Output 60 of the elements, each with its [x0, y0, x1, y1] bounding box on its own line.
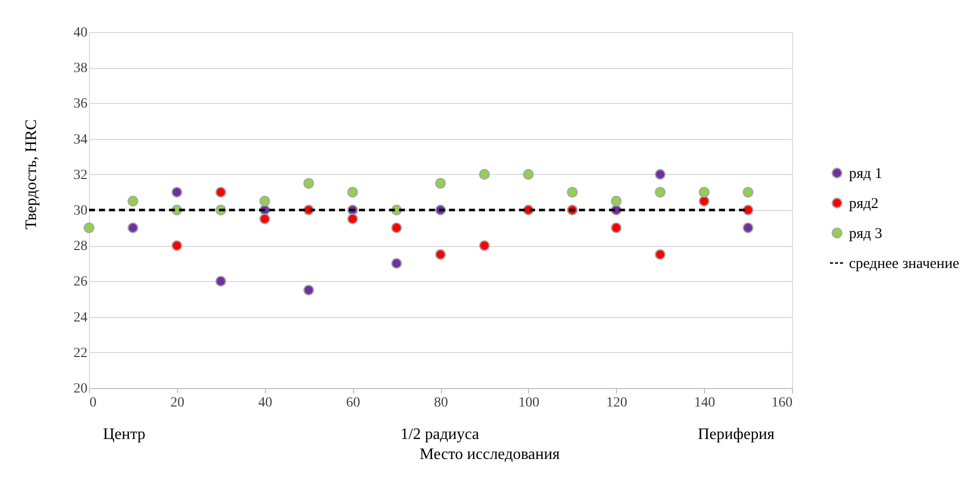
point	[215, 276, 226, 287]
y-tick-label: 28	[74, 239, 88, 254]
point	[215, 186, 226, 198]
x-tick-label: 100	[518, 396, 540, 410]
y-tick-label: 36	[74, 96, 88, 112]
point	[523, 169, 534, 180]
y-tick-label: 20	[74, 382, 88, 396]
text: Центр	[103, 426, 146, 443]
point	[654, 249, 666, 260]
x-tick-label: 20	[170, 396, 184, 410]
point	[303, 284, 314, 296]
point	[698, 196, 710, 206]
y-tick-label: 34	[74, 132, 88, 148]
x-tick-label: 0	[90, 396, 96, 410]
legend-label: ряд2	[849, 196, 879, 212]
point	[654, 169, 666, 180]
point	[742, 204, 754, 216]
y-tick-label: 26	[74, 274, 88, 290]
point	[347, 214, 358, 224]
point	[610, 222, 622, 234]
point	[172, 240, 182, 251]
y-tick-label: 24	[74, 310, 88, 326]
x-tick-label: 120	[606, 396, 628, 410]
y-tick-label: 38	[74, 61, 88, 76]
text: 1/2 радиуса	[400, 426, 480, 443]
point	[698, 186, 710, 198]
point	[128, 222, 138, 234]
legend-label: ряд 1	[849, 166, 882, 182]
point	[303, 178, 314, 189]
x-tick-label: 80	[434, 396, 448, 410]
point	[566, 186, 578, 198]
point	[259, 196, 270, 206]
point	[84, 222, 94, 234]
point	[742, 222, 754, 234]
y-tick-label: 40	[74, 26, 88, 40]
point	[479, 169, 490, 180]
point	[479, 240, 490, 251]
y-axis-title: Твердость, HRC	[23, 119, 40, 230]
point	[654, 186, 666, 198]
point	[391, 222, 402, 234]
y-tick-label: 32	[74, 168, 88, 183]
legend-label: ряд 3	[849, 226, 882, 242]
point	[172, 186, 182, 198]
point	[347, 186, 358, 198]
text: Периферия	[698, 426, 776, 443]
legend-label: среднее значение	[849, 256, 960, 272]
point	[259, 214, 270, 224]
point	[610, 196, 622, 206]
point	[435, 178, 446, 189]
y-tick-label: 22	[74, 346, 88, 361]
x-tick-label: 40	[258, 396, 272, 410]
x-tick-label: 160	[772, 396, 792, 410]
x-tick-label: 60	[346, 396, 360, 410]
y-tick-label: 30	[74, 204, 88, 218]
x-tick-label: 140	[694, 396, 716, 410]
point	[435, 249, 446, 260]
point	[742, 186, 754, 198]
x-axis-title: Место исследования	[420, 446, 560, 463]
point	[128, 196, 138, 206]
point	[391, 258, 402, 269]
